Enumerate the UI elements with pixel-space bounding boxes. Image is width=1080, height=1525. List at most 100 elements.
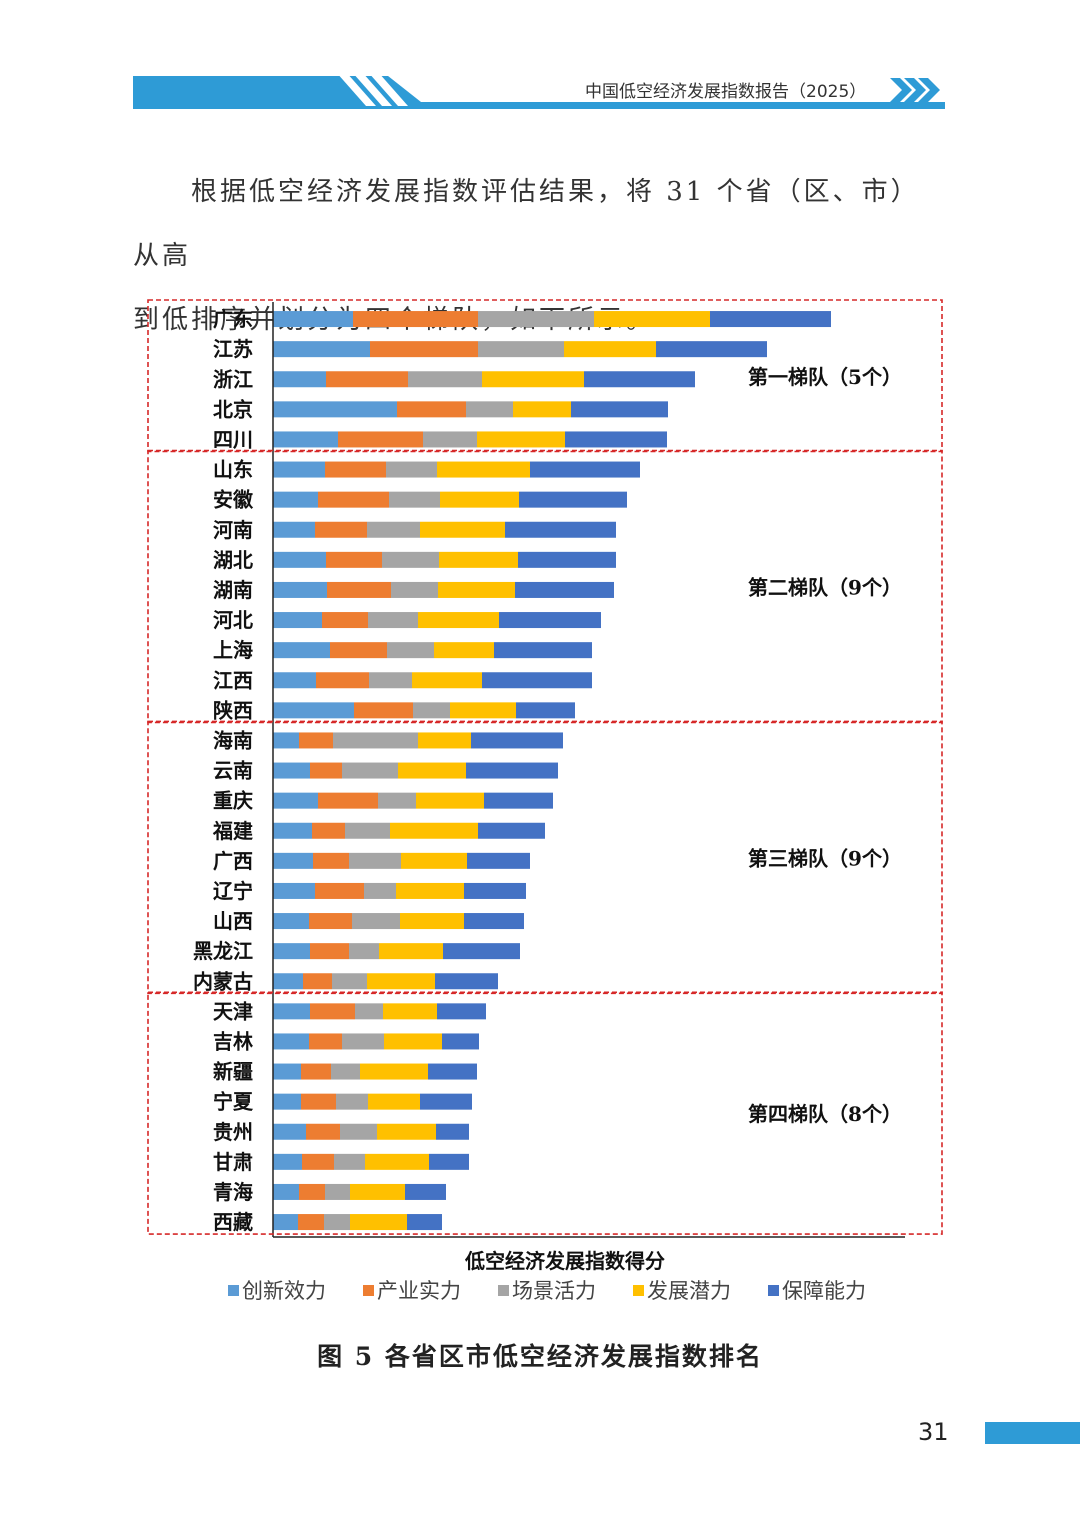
bar-segment (418, 732, 471, 749)
bar-segment (273, 1183, 299, 1200)
bar-segment (477, 431, 565, 448)
bar-segment (383, 1003, 437, 1020)
legend-label: 保障能力 (782, 1279, 866, 1303)
category-label: 广西 (213, 849, 253, 873)
bar-segment (273, 943, 310, 960)
bar-segment (437, 461, 530, 478)
bar-segment (407, 1214, 442, 1231)
category-label: 河南 (213, 518, 253, 542)
bar-segment (391, 581, 438, 598)
bar-segment (466, 401, 513, 418)
bar-segment (273, 732, 299, 749)
category-label: 山东 (213, 458, 253, 482)
bar-segment (342, 1033, 384, 1050)
bar-segment (315, 521, 367, 538)
bar-segment (365, 1153, 429, 1170)
bar-segment (273, 1003, 310, 1020)
bar-segment (564, 341, 656, 358)
bar-segment (273, 1153, 302, 1170)
category-label: 云南 (213, 759, 253, 783)
bar-segment (273, 672, 316, 689)
bar-segment (369, 672, 412, 689)
figure-caption: 图 5 各省区市低空经济发展指数排名 (317, 1342, 763, 1371)
category-label: 广东 (213, 307, 253, 331)
bar-segment (273, 1123, 306, 1140)
bar-segment (316, 672, 369, 689)
legend-swatch (498, 1285, 509, 1296)
tier-box (147, 449, 943, 724)
bar-segment (478, 341, 564, 358)
bar-segment (273, 1063, 301, 1080)
bar-segment (565, 431, 667, 448)
bar-segment (273, 1033, 309, 1050)
bar-segment (442, 1033, 479, 1050)
category-label: 福建 (212, 819, 253, 843)
bar-segment (656, 341, 767, 358)
bar-segment (303, 973, 332, 990)
category-label: 黑龙江 (193, 939, 253, 963)
bar-segment (273, 852, 313, 869)
bar-segment (318, 792, 378, 809)
bar-segment (273, 642, 330, 659)
bar-segment (312, 822, 345, 839)
tier-label: 第二梯队（9个） (748, 575, 902, 599)
bar-segment (327, 581, 391, 598)
bar-segment (437, 1003, 486, 1020)
page-number-bar (985, 1422, 1080, 1444)
bar-segment (386, 461, 437, 478)
bar-segment (310, 762, 342, 779)
bar-segment (379, 943, 443, 960)
bar-segment (418, 612, 499, 629)
category-label: 吉林 (213, 1029, 253, 1053)
bar-segment (273, 401, 397, 418)
bar-segment (464, 882, 526, 899)
bar-segment (513, 401, 571, 418)
category-label: 江苏 (213, 337, 253, 361)
bar-segment (471, 732, 563, 749)
bar-segment (350, 1183, 405, 1200)
bar-segment (400, 913, 464, 930)
bar-segment (306, 1123, 340, 1140)
bar-segment (273, 551, 326, 568)
x-axis-label: 低空经济发展指数得分 (464, 1249, 665, 1273)
bar-segment (322, 612, 368, 629)
category-label: 新疆 (213, 1060, 253, 1084)
category-label: 北京 (213, 397, 253, 421)
bar-segment (436, 1123, 469, 1140)
header-title: 中国低空经济发展指数报告（2025） (585, 82, 867, 102)
tier-box (147, 720, 943, 995)
bar-segment (450, 702, 516, 719)
bar-segment (273, 792, 318, 809)
bar-segment (332, 973, 367, 990)
category-label: 甘肃 (213, 1150, 253, 1174)
category-label: 内蒙古 (193, 969, 253, 993)
bar-segment (423, 431, 477, 448)
bar-segment (439, 551, 518, 568)
bar-segment (355, 1003, 383, 1020)
bar-segment (273, 612, 322, 629)
bar-segment (482, 371, 584, 388)
bar-segment (301, 1093, 336, 1110)
bar-segment (310, 943, 349, 960)
tier-label: 第三梯队（9个） (748, 846, 902, 870)
bar-segment (315, 882, 364, 899)
tier-box (147, 991, 943, 1235)
bar-segment (387, 642, 434, 659)
bar-segment (360, 1063, 428, 1080)
bar-segment (377, 1123, 436, 1140)
bar-segment (273, 371, 326, 388)
bar-segment (499, 612, 601, 629)
bar-segment (438, 581, 515, 598)
bar-segment (370, 341, 478, 358)
bar-segment (519, 491, 627, 508)
bar-segment (340, 1123, 377, 1140)
bar-segment (345, 822, 390, 839)
bar-segment (330, 642, 387, 659)
bar-segment (336, 1093, 368, 1110)
page-number: 31 (918, 1418, 949, 1446)
bar-segment (505, 521, 616, 538)
legend-swatch (768, 1285, 779, 1296)
bar-segment (416, 792, 484, 809)
bar-segment (390, 822, 478, 839)
bar-segment (584, 371, 695, 388)
